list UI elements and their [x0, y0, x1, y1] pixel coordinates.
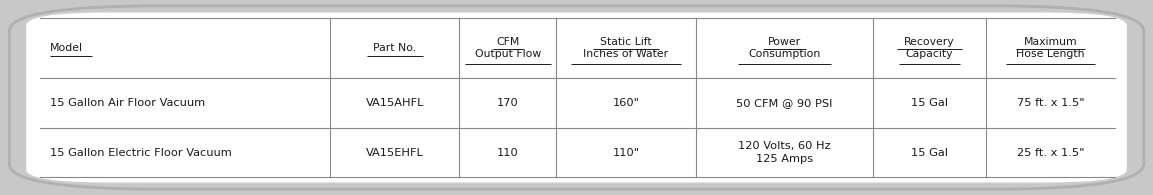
Text: Model: Model: [50, 43, 83, 53]
Text: 15 Gallon Electric Floor Vacuum: 15 Gallon Electric Floor Vacuum: [50, 148, 232, 158]
Text: 110": 110": [612, 148, 640, 158]
Text: Static Lift
Inches of Water: Static Lift Inches of Water: [583, 36, 669, 59]
Text: 15 Gallon Air Floor Vacuum: 15 Gallon Air Floor Vacuum: [50, 98, 205, 108]
Text: Part No.: Part No.: [374, 43, 416, 53]
Text: 15 Gal: 15 Gal: [911, 98, 948, 108]
FancyBboxPatch shape: [25, 12, 1128, 183]
Text: 50 CFM @ 90 PSI: 50 CFM @ 90 PSI: [737, 98, 832, 108]
Text: 110: 110: [497, 148, 519, 158]
Text: 75 ft. x 1.5": 75 ft. x 1.5": [1017, 98, 1084, 108]
Text: Power
Consumption: Power Consumption: [748, 36, 821, 59]
Text: 15 Gal: 15 Gal: [911, 148, 948, 158]
Text: 120 Volts, 60 Hz
125 Amps: 120 Volts, 60 Hz 125 Amps: [738, 141, 831, 164]
Text: Recovery
Capacity: Recovery Capacity: [904, 36, 955, 59]
Text: 160": 160": [612, 98, 640, 108]
Text: Maximum
Hose Length: Maximum Hose Length: [1016, 36, 1085, 59]
Text: 25 ft. x 1.5": 25 ft. x 1.5": [1017, 148, 1084, 158]
FancyBboxPatch shape: [9, 6, 1144, 189]
Text: 170: 170: [497, 98, 519, 108]
Text: CFM
Output Flow: CFM Output Flow: [475, 36, 541, 59]
Text: VA15EHFL: VA15EHFL: [367, 148, 424, 158]
Text: VA15AHFL: VA15AHFL: [366, 98, 424, 108]
